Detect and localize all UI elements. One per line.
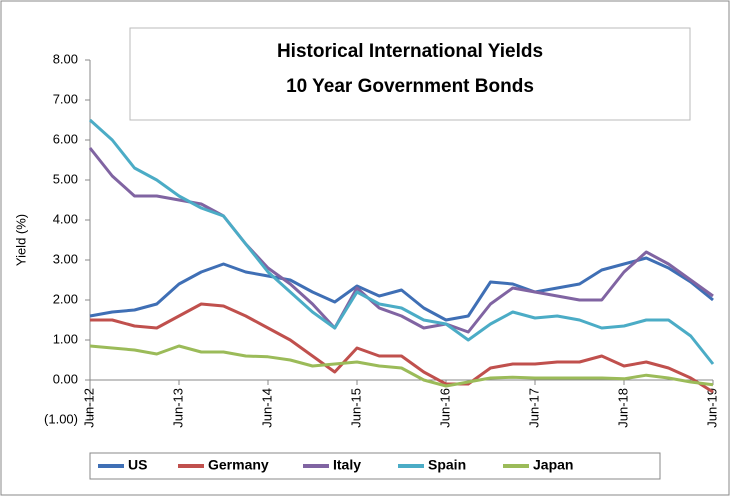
line-series [88,118,715,365]
y-tick-label: 3.00 [53,251,78,266]
x-tick-label: Jun-12 [81,388,96,428]
legend-label: Spain [428,457,466,473]
x-tick-label: Jun-15 [348,388,363,428]
y-tick-label: 0.00 [53,371,78,386]
x-tick-label: Jun-17 [526,388,541,428]
y-tick-label: 1.00 [53,331,78,346]
chart-subtitle: 10 Year Government Bonds [286,76,534,97]
x-tick-label: Jun-19 [704,388,719,428]
legend-label: Japan [533,457,573,473]
chart-title: Historical International Yields [277,41,543,62]
legend-label: Italy [333,457,361,473]
title-box [129,27,691,121]
x-tick-label: Jun-13 [170,388,185,428]
y-axis-label: Yield (%) [13,214,28,266]
y-tick-label: 6.00 [53,131,78,146]
y-tick-label: 4.00 [53,211,78,226]
y-tick-label: 8.00 [53,51,78,66]
line-series [89,344,714,388]
legend-label: US [128,457,147,473]
y-tick-label: 7.00 [53,91,78,106]
x-tick-label: Jun-14 [259,388,274,428]
y-tick-label: 5.00 [53,171,78,186]
line-series [90,302,714,394]
line-series [89,256,714,322]
y-tick-label: (1.00) [44,411,78,426]
y-tick-label: 2.00 [53,291,78,306]
legend-label: Germany [208,457,269,473]
x-tick-label: Jun-16 [437,388,452,428]
legend-box [89,452,661,480]
x-tick-label: Jun-18 [615,388,630,428]
